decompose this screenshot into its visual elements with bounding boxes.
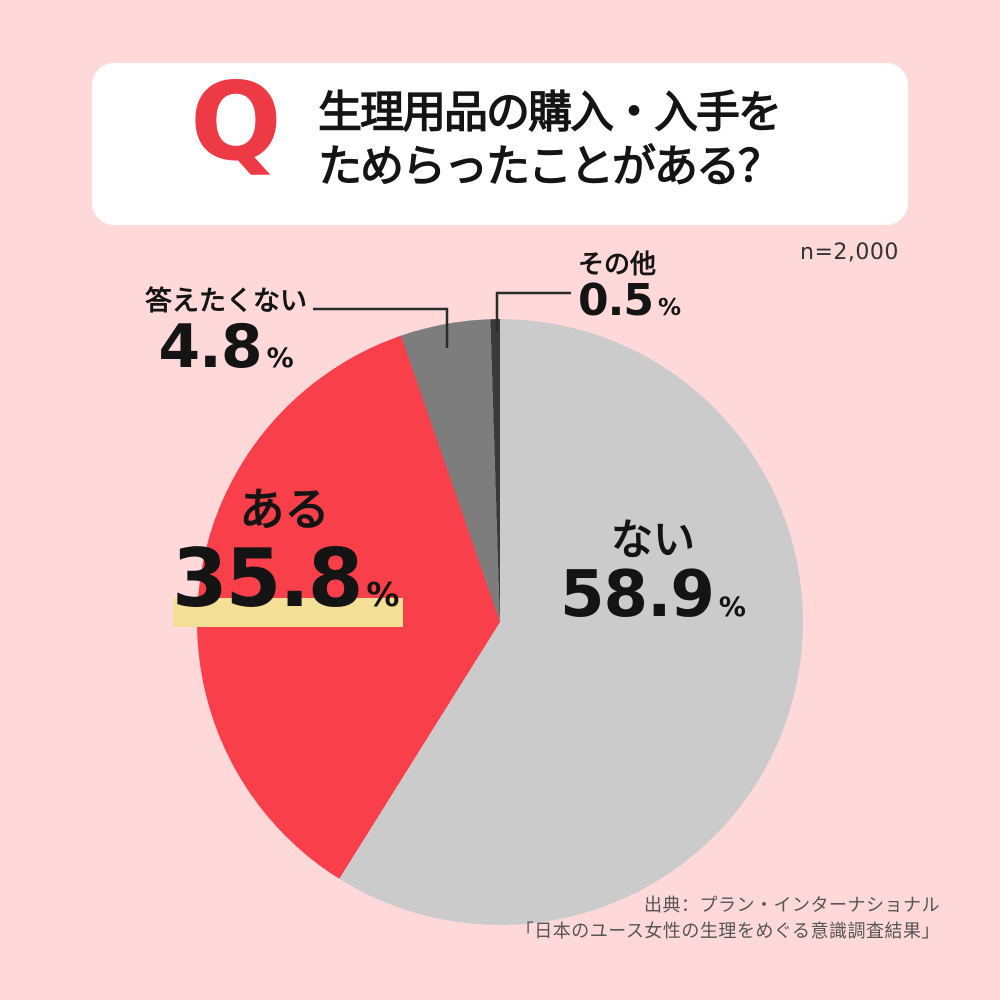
- source-note: 出典：プラン・インターナショナル 「日本のユース女性の生理をめぐる意識調査結果」: [516, 893, 940, 945]
- question-line-2: ためらったことがある？: [318, 141, 782, 192]
- label-other: その他 0.5%: [578, 250, 681, 326]
- sample-size: n=2,000: [800, 240, 899, 265]
- highlight-band: [173, 598, 403, 627]
- label-no: ない 58.9%: [548, 515, 758, 632]
- source-line-1: 出典：プラン・インターナショナル: [644, 895, 940, 916]
- label-yes: ある 35.8%: [172, 483, 400, 625]
- question-card: Q 生理用品の購入・入手を ためらったことがある？: [92, 63, 908, 225]
- question-line-1: 生理用品の購入・入手を: [318, 87, 782, 138]
- label-no-value: 58.9%: [560, 558, 746, 632]
- label-yes-value: 35.8%: [172, 532, 400, 625]
- q-mark: Q: [190, 60, 282, 185]
- source-line-2: 「日本のユース女性の生理をめぐる意識調査結果」: [515, 921, 940, 942]
- label-no-answer-name: 答えたくない: [145, 286, 307, 317]
- question-text: 生理用品の購入・入手を ためらったことがある？: [318, 86, 782, 194]
- label-no-answer-value: 4.8%: [158, 312, 294, 382]
- label-no-answer: 答えたくない 4.8%: [140, 286, 312, 382]
- label-other-name: その他: [578, 250, 657, 280]
- label-other-value: 0.5%: [578, 275, 681, 326]
- label-no-name: ない: [610, 515, 695, 564]
- label-yes-name: ある: [239, 483, 330, 536]
